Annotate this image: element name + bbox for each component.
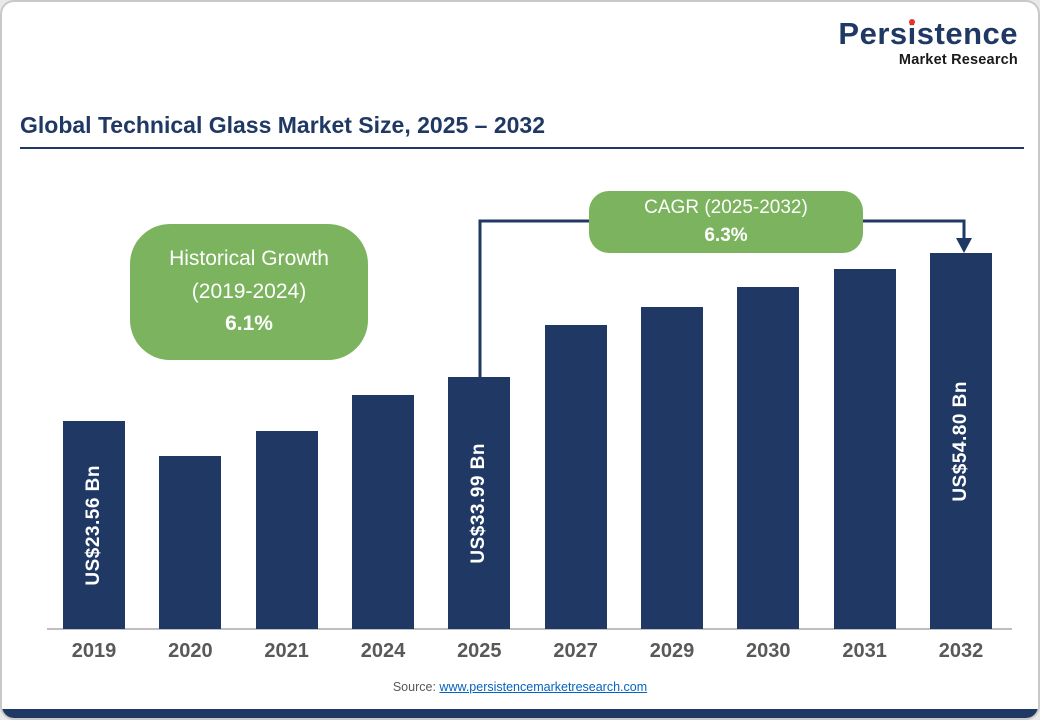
cagr-callout: CAGR (2025-2032) 6.3%	[589, 191, 863, 253]
x-tick-2021: 2021	[264, 640, 309, 662]
bar-2021	[255, 431, 318, 629]
x-tick-2019: 2019	[71, 640, 117, 662]
x-tick-2024: 2024	[360, 640, 406, 662]
bar-value-label-2019: US$23.56 Bn	[83, 464, 104, 586]
historical-value: 6.1%	[225, 312, 273, 336]
logo-subtitle: Market Research	[898, 52, 1018, 68]
historical-growth-callout: Historical Growth (2019-2024) 6.1%	[130, 224, 368, 360]
cagr-line1: CAGR (2025-2032)	[644, 197, 808, 219]
source-label: Source:	[392, 680, 436, 694]
source-line: Source: www.persistencemarketresearch.co…	[2, 680, 1038, 694]
bar-2029	[640, 307, 703, 629]
bar-value-label-2025: US$33.99 Bn	[468, 442, 490, 564]
x-tick-2032: 2032	[938, 640, 984, 662]
bar-2030	[737, 287, 800, 629]
x-tick-2029: 2029	[649, 640, 695, 662]
bar-2031	[833, 269, 896, 629]
bar-2032: US$54.80 Bn	[929, 253, 992, 629]
bar-2020	[159, 456, 222, 629]
title-underline	[20, 147, 1024, 149]
title-block: Global Technical Glass Market Size, 2025…	[20, 112, 1024, 149]
historical-line2: (2019-2024)	[191, 279, 307, 303]
x-tick-2031: 2031	[842, 640, 887, 662]
bar-2025: US$33.99 Bn	[448, 377, 511, 629]
logo-wordmark: Persistence	[838, 18, 1018, 49]
bar-2019: US$23.56 Bn	[63, 421, 125, 629]
bar-value-label-2032: US$54.80 Bn	[949, 380, 971, 502]
x-axis-line	[47, 628, 1012, 630]
source-link[interactable]: www.persistencemarketresearch.com	[439, 680, 648, 694]
bar-2024	[351, 395, 414, 629]
pmr-logo: Persistence Market Research	[838, 18, 1018, 68]
x-tick-2030: 2030	[746, 640, 791, 662]
cagr-value: 6.3%	[704, 225, 748, 246]
bar-2027	[544, 325, 607, 629]
x-tick-2025: 2025	[457, 640, 502, 662]
logo-red-dot-i: i	[907, 16, 917, 51]
x-tick-2020: 2020	[168, 640, 213, 662]
historical-line1: Historical Growth	[169, 247, 329, 271]
x-tick-2027: 2027	[553, 640, 598, 662]
page-title: Global Technical Glass Market Size, 2025…	[20, 112, 546, 138]
logo-text-post: stence	[916, 16, 1018, 51]
logo-text-pre: Pers	[838, 16, 908, 51]
bottom-brand-strip	[2, 709, 1038, 718]
